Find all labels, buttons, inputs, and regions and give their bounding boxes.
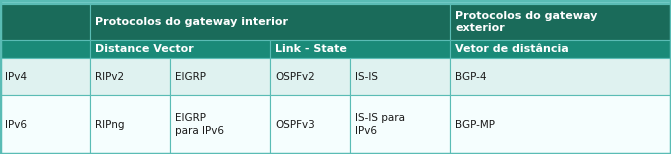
- Bar: [0, 4, 90, 40]
- Bar: [270, 95, 350, 154]
- Bar: [270, 58, 350, 95]
- Text: OSPFv3: OSPFv3: [275, 120, 315, 130]
- Text: EIGRP
para IPv6: EIGRP para IPv6: [175, 113, 224, 136]
- Bar: [0, 40, 90, 58]
- Text: RIPng: RIPng: [95, 120, 125, 130]
- Text: Vetor de distância: Vetor de distância: [456, 44, 569, 54]
- Bar: [170, 58, 270, 95]
- Text: IS-IS: IS-IS: [356, 71, 378, 81]
- Bar: [170, 95, 270, 154]
- Bar: [0, 95, 90, 154]
- Text: OSPFv2: OSPFv2: [275, 71, 315, 81]
- Bar: [270, 40, 450, 58]
- Bar: [350, 58, 450, 95]
- Text: IPv4: IPv4: [5, 71, 28, 81]
- Bar: [450, 95, 671, 154]
- Bar: [0, 58, 90, 95]
- Bar: [350, 95, 450, 154]
- Bar: [90, 95, 170, 154]
- Text: Protocolos do gateway interior: Protocolos do gateway interior: [95, 17, 289, 27]
- Text: IS-IS para
IPv6: IS-IS para IPv6: [356, 113, 405, 136]
- Text: Distance Vector: Distance Vector: [95, 44, 194, 54]
- Bar: [450, 58, 671, 95]
- Text: RIPv2: RIPv2: [95, 71, 125, 81]
- Bar: [0, 0, 671, 4]
- Bar: [90, 4, 450, 40]
- Bar: [90, 40, 270, 58]
- Text: Link - State: Link - State: [275, 44, 348, 54]
- Text: BGP-MP: BGP-MP: [456, 120, 495, 130]
- Text: IPv6: IPv6: [5, 120, 28, 130]
- Text: Protocolos do gateway
exterior: Protocolos do gateway exterior: [456, 11, 598, 33]
- Text: BGP-4: BGP-4: [456, 71, 487, 81]
- Text: EIGRP: EIGRP: [175, 71, 207, 81]
- Bar: [450, 40, 671, 58]
- Bar: [90, 58, 170, 95]
- Bar: [450, 4, 671, 40]
